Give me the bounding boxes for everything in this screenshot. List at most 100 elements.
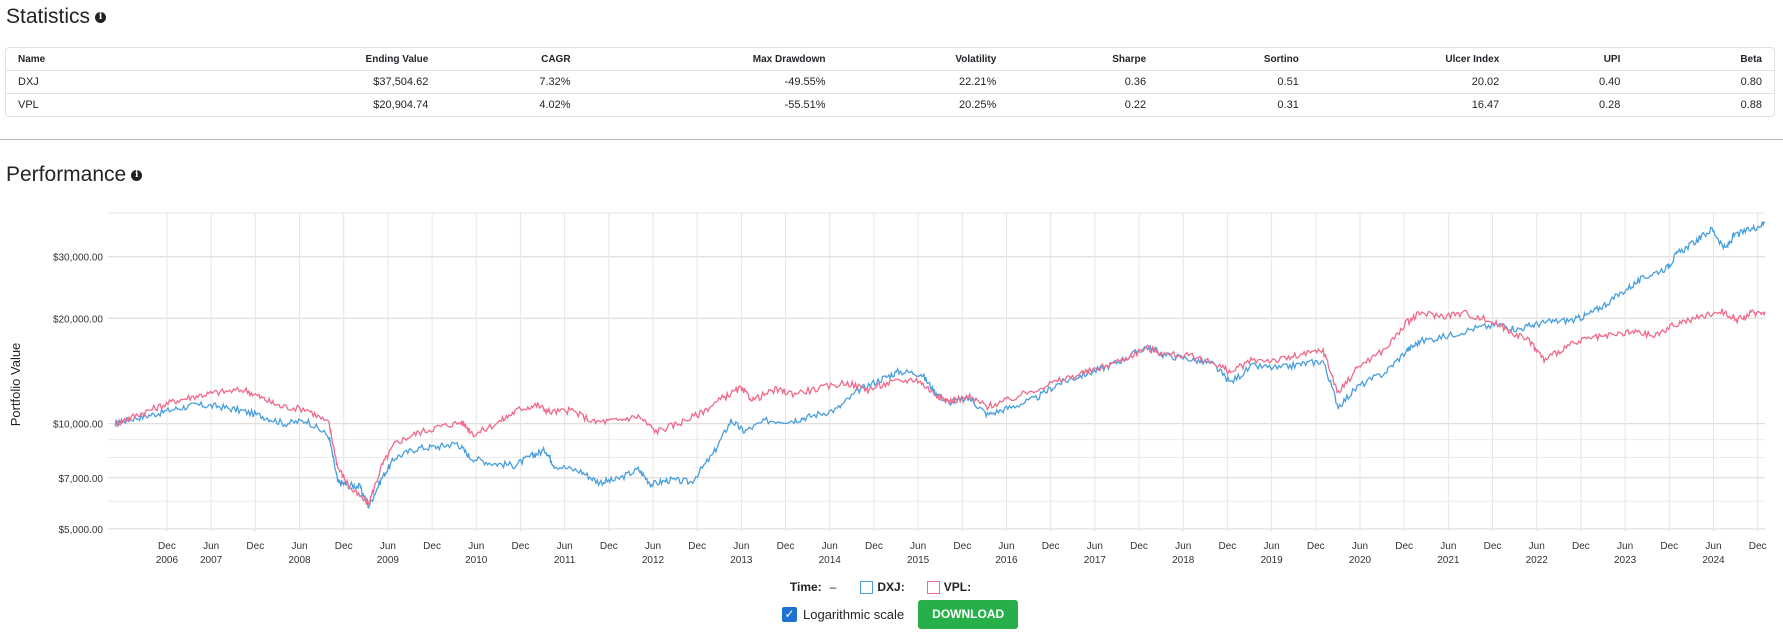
x-tick-label: Dec [335,541,353,552]
x-tick-year-label: 2013 [730,555,753,566]
column-header[interactable]: Beta [1740,53,1762,65]
legend-time-label: Time: [789,580,822,594]
table-cell: 0.31 [1158,93,1311,116]
x-tick-label: Dec [158,541,176,552]
table-row: VPL $20,904.74 4.02% -55.51% 20.25% 0.22 0.31 1… [6,93,1774,116]
x-tick-label: Dec [512,541,530,552]
x-tick-label: Jun [380,541,396,552]
x-tick-label: Jun [1440,541,1456,552]
table-cell: -55.51% [582,93,838,116]
performance-chart[interactable]: $5,000.00 $7,000.00 $10,000.00 $20,000.00 $3… [0,205,1783,580]
x-tick-year-label: 2023 [1614,555,1637,566]
column-header[interactable]: Ending Value [365,53,429,65]
x-tick-label: Jun [1617,541,1633,552]
column-header[interactable]: Name [18,53,46,65]
table-cell: VPL [6,93,172,116]
x-tick-label: Jun [291,541,307,552]
table-cell: DXJ [6,70,172,94]
table-row: DXJ $37,504.62 7.32% -49.55% 22.21% 0.36 0.51 2… [6,70,1774,94]
table-body: DXJ $37,504.62 7.32% -49.55% 22.21% 0.36 0.51 2… [6,70,1774,116]
legend-series-vpl[interactable]: VPL: [943,580,972,594]
table-cell: 20.02 [1310,70,1512,94]
section-divider [0,139,1783,140]
table-cell: 22.21% [837,70,1009,94]
info-icon[interactable]: i [95,11,107,23]
table-cell: 20.25% [837,93,1009,116]
x-tick-year-label: 2022 [1526,555,1549,566]
x-tick-year-label: 2020 [1349,555,1372,566]
series-line-dxj [114,220,1766,509]
x-tick-label: Dec [600,541,618,552]
x-tick-label: Jun [910,541,926,552]
x-tick-year-label: 2008 [288,555,311,566]
x-tick-label: Dec [1395,541,1413,552]
legend-series: DXJ: VPL: [860,580,993,594]
column-header[interactable]: Max Drawdown [752,53,826,65]
x-tick-year-label: 2024 [1702,555,1725,566]
legend-swatch-vpl[interactable] [926,580,940,594]
table-cell: 0.28 [1511,93,1633,116]
x-tick-label: Jun [645,541,661,552]
table-cell: 4.02% [440,93,583,116]
x-tick-label: Dec [865,541,883,552]
table-cell: 0.51 [1158,70,1311,94]
x-tick-label: Jun [1175,541,1191,552]
y-tick-label: $5,000.00 [59,525,104,536]
legend-swatch-dxj[interactable] [860,580,874,594]
x-tick-label: Jun [1264,541,1280,552]
x-tick-label: Jun [998,541,1014,552]
table-cell: $20,904.74 [171,93,441,116]
x-tick-year-label: 2017 [1084,555,1107,566]
x-tick-year-label: 2019 [1260,555,1283,566]
column-header[interactable]: CAGR [541,53,571,65]
info-icon[interactable]: i [131,169,143,181]
log-scale-checkbox[interactable]: ✓ [782,607,797,622]
x-tick-year-label: 2011 [554,555,576,566]
series-line-vpl [114,308,1766,506]
y-tick-label: $10,000.00 [53,420,103,431]
legend-series-dxj[interactable]: DXJ: [877,580,905,594]
column-header[interactable]: UPI [1603,53,1621,65]
x-tick-year-label: 2009 [377,555,400,566]
x-tick-label: Jun [1087,541,1103,552]
x-tick-year-label: 2014 [819,555,842,566]
x-tick-label: Dec [1307,541,1325,552]
log-scale-label[interactable]: Logarithmic scale [803,607,905,622]
table-cell: $37,504.62 [171,70,441,94]
x-tick-label: Dec [953,541,971,552]
x-tick-label: Jun [733,541,749,552]
statistics-table: Name Ending Value CAGR Max Drawdown Volatili… [5,47,1775,117]
x-tick-year-label: 2007 [200,555,223,566]
table-cell: 16.47 [1310,93,1512,116]
x-tick-label: Dec [1660,541,1678,552]
column-header[interactable]: Sortino [1263,53,1299,65]
column-header[interactable]: Sharpe [1112,53,1147,65]
column-header[interactable]: Volatility [955,53,997,65]
x-tick-label: Jun [1705,541,1721,552]
x-tick-year-label: 2016 [995,555,1018,566]
x-tick-label: Dec [777,541,795,552]
table-cell: 0.88 [1632,93,1774,116]
x-tick-year-label: 2006 [156,555,179,566]
x-tick-label: Jun [1529,541,1545,552]
x-tick-year-label: 2018 [1172,555,1195,566]
x-tick-label: Dec [423,541,441,552]
legend-time-value: – [829,580,837,594]
chart-controls: ✓ Logarithmic scale DOWNLOAD [782,600,1019,629]
x-tick-label: Jun [557,541,573,552]
x-tick-label: Jun [822,541,838,552]
x-tick-label: Dec [1484,541,1502,552]
performance-title: Performance i [6,163,143,187]
download-button[interactable]: DOWNLOAD [918,600,1019,629]
x-tick-year-label: 2012 [642,555,665,566]
y-tick-label: $30,000.00 [53,253,103,264]
statistics-title: Statistics i [6,5,107,29]
y-tick-label: $7,000.00 [59,474,104,485]
y-tick-label: $20,000.00 [53,314,103,325]
x-tick-year-label: 2021 [1437,555,1460,566]
x-tick-label: Dec [1219,541,1237,552]
x-tick-label: Jun [468,541,484,552]
column-header[interactable]: Ulcer Index [1445,53,1500,65]
x-tick-label: Jun [203,541,219,552]
x-tick-label: Dec [1572,541,1590,552]
